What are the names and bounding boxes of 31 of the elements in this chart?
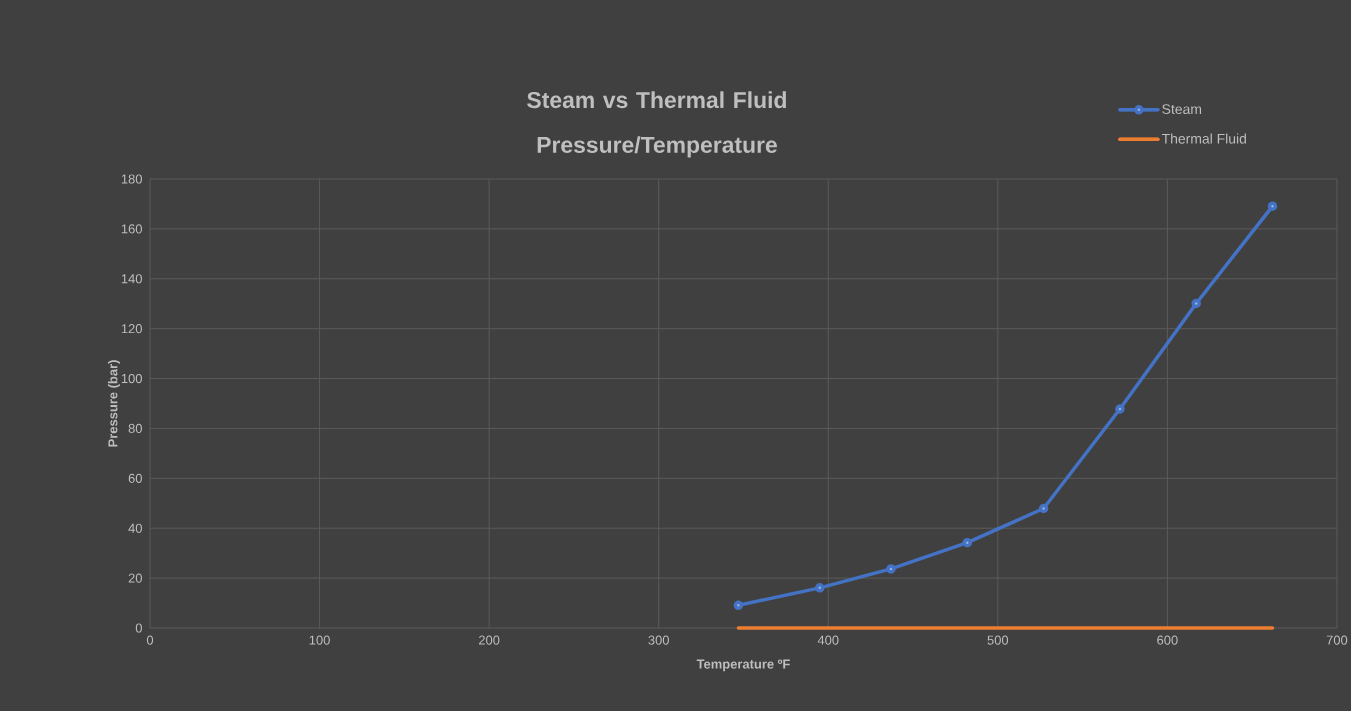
x-tick-label: 500 [987,635,1009,645]
y-tick-label: 0 [135,623,142,633]
y-tick-label: 100 [121,373,142,384]
point [1267,201,1278,211]
x-tick-label: 300 [648,635,669,645]
chart-title: Steam vs Thermal Fluid Pressure/Temperature [527,91,786,158]
y-tick-label: 60 [128,473,142,483]
x-tick-label: 0 [146,635,154,645]
legend-label: Thermal Fluid [1161,133,1246,144]
y-tick-label: 180 [121,174,142,184]
x-tick-label: 100 [309,635,330,645]
y-tick-label: 140 [121,274,142,284]
y-axis-title: Pressure (bar) [107,360,121,447]
point [962,537,973,548]
y-tick-label: 120 [121,324,142,334]
x-tick-label: 200 [478,635,500,645]
y-tick-label: 20 [128,573,142,583]
x-axis-title: Temperature ºF [696,659,790,672]
y-tick-label: 80 [128,423,142,434]
x-tick-label: 600 [1157,635,1178,645]
x-tick-label: 400 [817,635,839,645]
point [1038,503,1049,514]
point [886,564,896,574]
point [1191,298,1201,309]
point [815,583,825,593]
x-tick-label: 700 [1326,635,1348,645]
point [1115,404,1125,414]
y-tick-label: 160 [121,224,142,234]
y-tick-label: 40 [128,523,142,533]
point [733,600,744,611]
legend-label: Steam [1162,104,1202,115]
